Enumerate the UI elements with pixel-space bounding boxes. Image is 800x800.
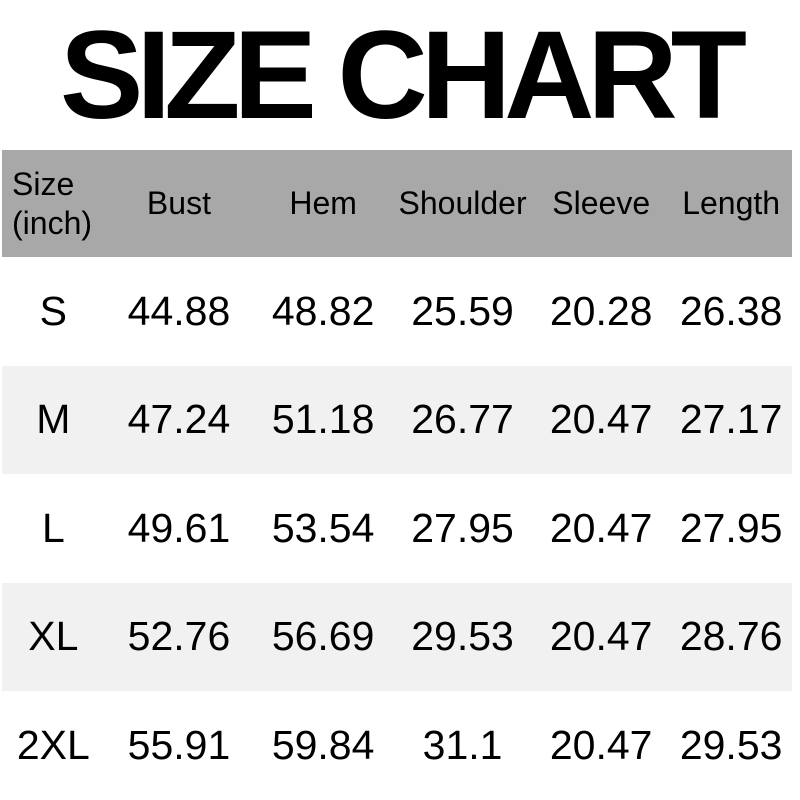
column-header-hem: Hem	[289, 185, 357, 222]
column-header-sleeve: Sleeve	[552, 185, 651, 222]
bust-cell: 47.24	[127, 396, 231, 443]
shoulder-cell: 25.59	[411, 287, 514, 334]
hem-cell: 53.54	[271, 504, 375, 551]
column-header-bust: Bust	[146, 185, 211, 222]
sleeve-cell: 20.47	[549, 722, 653, 769]
length-cell: 26.38	[679, 287, 783, 334]
size-table: Size (inch) Bust Hem Shoulder Sleeve Len…	[2, 150, 792, 800]
size-cell: L	[41, 504, 65, 551]
column-header-shoulder: Shoulder	[398, 185, 527, 222]
sleeve-cell: 20.28	[549, 287, 653, 334]
length-cell: 27.95	[679, 504, 783, 551]
table-row-m: M 47.24 51.18 26.77 20.47 27.17	[2, 365, 792, 475]
length-cell: 29.53	[679, 722, 783, 769]
column-header-size: Size (inch)	[12, 166, 93, 241]
size-cell: S	[39, 287, 68, 334]
table-row-l: L 49.61 53.54 27.95 20.47 27.95	[2, 474, 792, 583]
sleeve-cell: 20.47	[549, 396, 653, 443]
table-header-row: Size (inch) Bust Hem Shoulder Sleeve Len…	[2, 150, 792, 257]
size-cell: 2XL	[16, 722, 90, 769]
page-title: SIZE CHART	[60, 5, 747, 145]
table-row-xl: XL 52.76 56.69 29.53 20.47 28.76	[2, 582, 792, 692]
size-cell: XL	[28, 613, 79, 660]
shoulder-cell: 29.53	[411, 613, 514, 660]
shoulder-cell: 31.1	[422, 722, 503, 769]
shoulder-cell: 26.77	[411, 396, 514, 443]
hem-cell: 56.69	[271, 613, 375, 660]
bust-cell: 55.91	[127, 722, 231, 769]
hem-cell: 51.18	[271, 396, 375, 443]
sleeve-cell: 20.47	[549, 613, 653, 660]
size-cell: M	[36, 396, 71, 443]
shoulder-cell: 27.95	[411, 504, 514, 551]
bust-cell: 44.88	[127, 287, 231, 334]
bust-cell: 52.76	[127, 613, 231, 660]
bust-cell: 49.61	[127, 504, 231, 551]
length-cell: 28.76	[679, 613, 783, 660]
table-row-s: S 44.88 48.82 25.59 20.28 26.38	[2, 257, 792, 366]
table-row-2xl: 2XL 55.91 59.84 31.1 20.47 29.53	[2, 691, 792, 800]
column-header-length: Length	[682, 185, 781, 222]
title-band: SIZE CHART	[0, 0, 800, 150]
length-cell: 27.17	[679, 396, 783, 443]
hem-cell: 48.82	[271, 287, 375, 334]
hem-cell: 59.84	[271, 722, 375, 769]
sleeve-cell: 20.47	[549, 504, 653, 551]
